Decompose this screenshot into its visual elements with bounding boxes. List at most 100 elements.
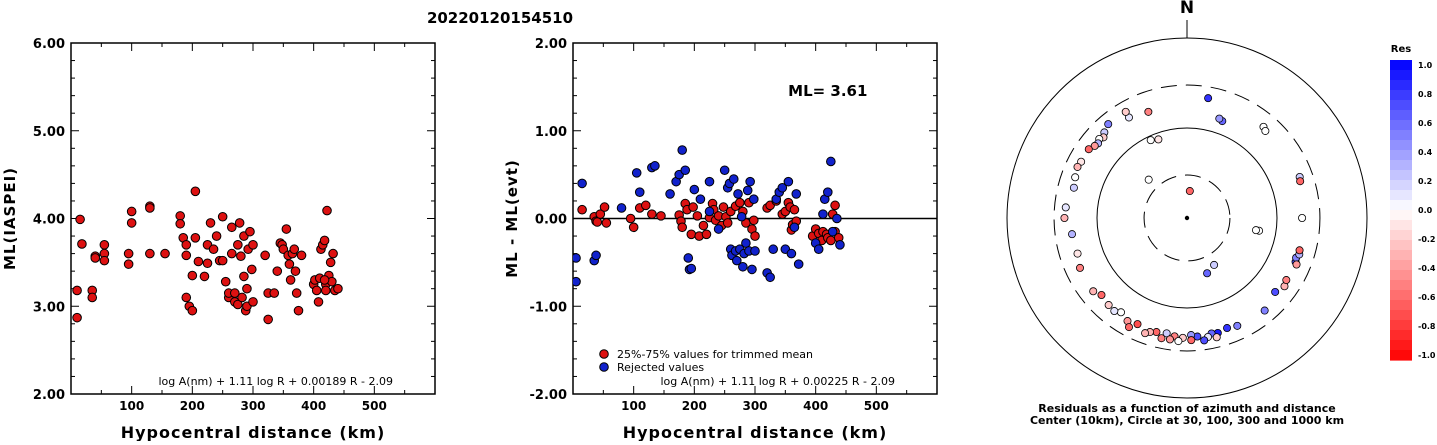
data-point [601,218,612,228]
data-point [248,297,258,307]
x-tick-label: 200 [682,399,707,413]
residual-point [1204,94,1213,103]
data-point [835,240,845,250]
data-point [689,184,700,195]
colorbar-label: -0.2 [1418,235,1436,244]
residual-point [1157,334,1166,343]
data-point [832,213,842,224]
colorbar-cell [1390,220,1412,231]
data-point [647,209,657,219]
data-point [698,220,709,231]
x-tick-label: 400 [301,399,326,413]
data-point [242,283,252,294]
residual-point [1296,177,1305,186]
residual-point [1061,203,1070,212]
residual-point [1084,145,1093,154]
data-point [260,250,270,261]
legend-label: 25%-75% values for trimmed mean [617,348,813,361]
colorbar-cell [1390,320,1412,331]
colorbar-cell [1390,190,1412,201]
data-point [272,266,283,276]
data-point [826,156,836,167]
data-point [692,211,703,221]
colorbar-label: 0.4 [1418,148,1433,157]
colorbar-cell [1390,80,1412,91]
data-point [293,305,304,316]
residual-point [1069,183,1078,192]
colorbar-cell [1390,170,1412,181]
colorbar-cell [1390,120,1412,131]
data-point [628,222,639,233]
caption-line-2: Center (10km), Circle at 30, 100, 300 an… [1030,414,1344,427]
colorbar-cell [1390,330,1412,341]
colorbar-label: -0.6 [1418,293,1436,302]
residual-point [1089,287,1098,296]
residual-point [1121,107,1130,116]
residual-point [1298,213,1307,222]
data-point [278,244,289,255]
data-point [319,275,330,285]
chart-residual-azimuth: N Residuals as a function of azimuth and … [1006,0,1436,427]
x-axis-label: Hypocentral distance (km) [623,423,888,441]
residual-point [1251,226,1260,235]
data-point [573,276,581,287]
distance-ring [1143,174,1231,262]
colorbar-cell [1390,110,1412,121]
residual-point [1073,249,1082,258]
x-tick-label: 500 [362,399,387,413]
distance-ring [1096,127,1278,309]
colorbar-cell [1390,200,1412,211]
caption-line-1: Residuals as a function of azimuth and d… [1038,402,1335,415]
residual-point [1203,269,1212,278]
data-point [683,253,694,263]
y-tick-label: -1.00 [530,300,567,315]
data-points [573,145,845,287]
data-point [230,288,240,298]
colorbar-cell [1390,260,1412,271]
data-point [233,240,243,250]
colorbar-cell [1390,230,1412,241]
residual-point [1090,141,1099,150]
data-point [573,253,581,263]
chart-residual-vs-distance: 100 200 300 400 500 -2.00 -1.00 0.00 1.00 2.00 Hyp… [503,37,938,442]
data-point [625,213,636,224]
colorbar-cell [1390,90,1412,101]
y-tick-label: 2.00 [33,388,65,403]
data-point [686,229,697,240]
data-point [123,248,134,259]
data-point [181,240,192,250]
data-point [742,185,753,196]
residual-point [1174,337,1183,346]
data-point [160,248,170,259]
data-point [750,231,760,241]
residual-point [1185,187,1194,196]
data-point [291,288,302,298]
data-point [722,218,733,228]
data-point [789,204,800,215]
colorbar-label: -0.8 [1418,322,1436,331]
data-point [631,168,642,178]
residual-point [1187,336,1196,345]
y-tick-label: 0.00 [535,213,567,228]
x-tick-label: 300 [240,399,265,413]
legend-marker [599,362,609,372]
data-point [677,222,688,233]
distance-ring [1053,84,1321,352]
residual-point [1292,260,1301,269]
residual-point [1200,336,1209,345]
x-tick-label: 300 [742,399,767,413]
y-axis-label: ML(IASPEI) [1,167,19,270]
legend-label: Rejected values [617,361,704,374]
data-point [205,218,216,228]
data-point [777,182,788,193]
plot-frame [70,42,436,395]
data-point [321,285,331,296]
data-point [750,246,760,256]
y-axis-label: ML - ML(evt) [503,159,521,277]
data-point [211,231,222,241]
data-point [736,211,747,222]
data-point [226,248,237,259]
formula-text: log A(nm) + 1.11 log R + 0.00189 R - 2.0… [158,375,392,388]
data-point [322,205,332,216]
residual-point [1068,230,1077,239]
